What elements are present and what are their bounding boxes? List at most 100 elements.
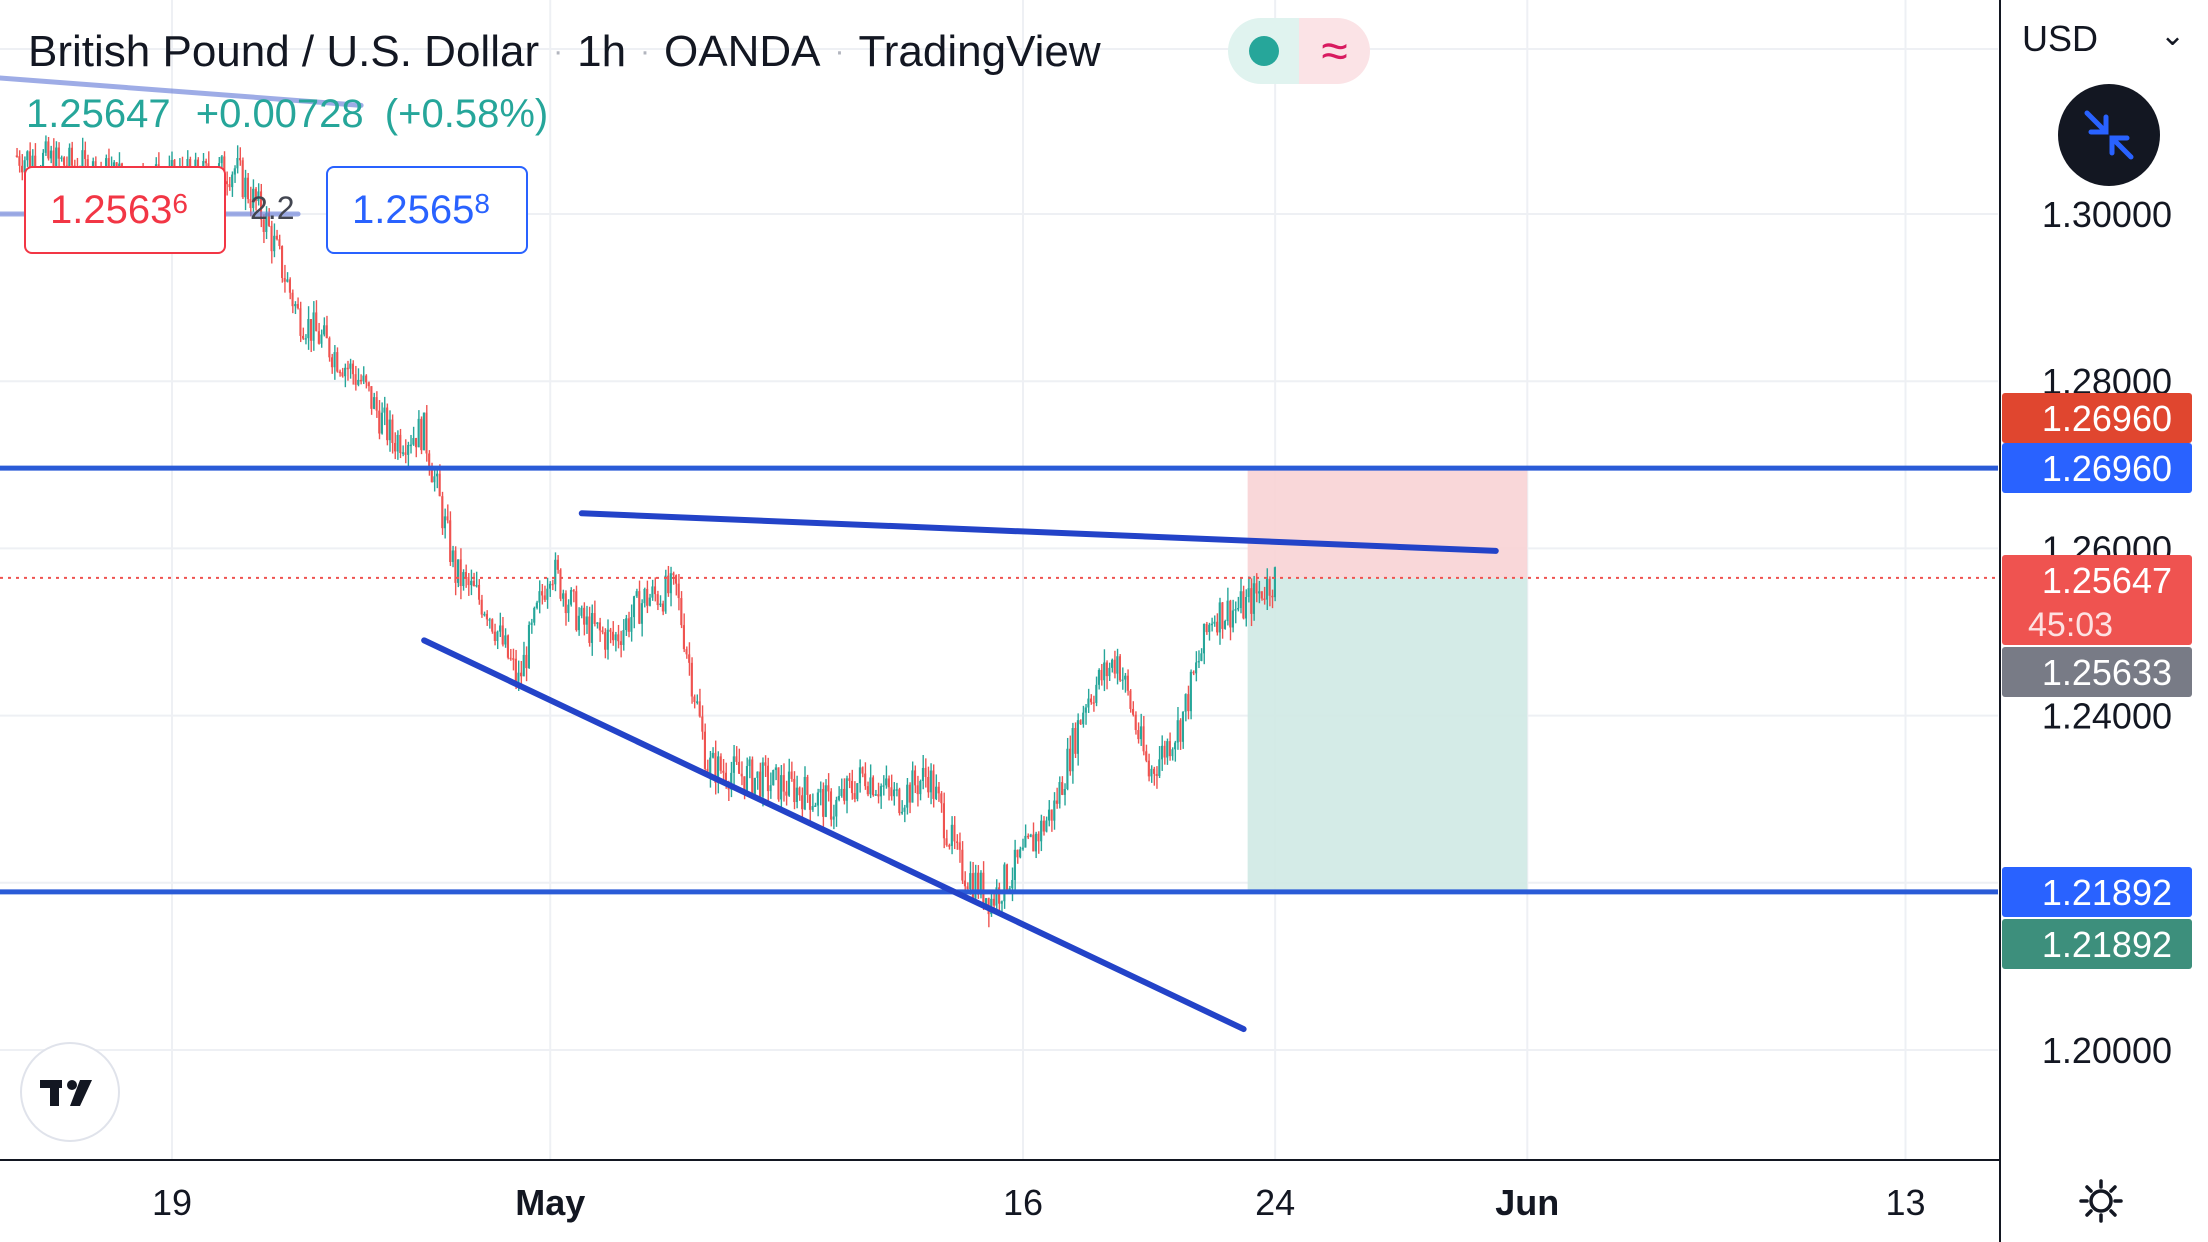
candle-body bbox=[1116, 656, 1119, 674]
candle bbox=[393, 432, 397, 460]
candle-body bbox=[906, 784, 909, 808]
candle-body bbox=[1210, 623, 1213, 626]
candle bbox=[1108, 662, 1111, 681]
candle-body bbox=[236, 157, 239, 169]
candle bbox=[414, 437, 418, 458]
candle-body bbox=[559, 569, 562, 599]
candle-body bbox=[1192, 671, 1195, 674]
price-tag: 1.26960 bbox=[2002, 393, 2192, 443]
lower-trendline bbox=[421, 637, 1247, 1033]
candle-body bbox=[850, 780, 854, 794]
source-label: TradingView bbox=[858, 27, 1101, 76]
candle-body bbox=[459, 559, 462, 587]
candle bbox=[903, 804, 906, 823]
candle bbox=[682, 613, 685, 653]
candle bbox=[921, 755, 924, 790]
candle-body bbox=[953, 824, 956, 842]
collapse-arrows-icon[interactable] bbox=[2058, 84, 2160, 186]
candle bbox=[1184, 693, 1187, 722]
candle-body bbox=[1016, 849, 1019, 858]
candle bbox=[1252, 575, 1255, 621]
wave-icon: ≈ bbox=[1299, 18, 1370, 84]
candle bbox=[822, 782, 825, 829]
candle bbox=[359, 374, 362, 385]
candle-body bbox=[312, 312, 315, 341]
candle-body bbox=[1145, 751, 1148, 761]
candle bbox=[929, 763, 932, 805]
candle-body bbox=[244, 177, 247, 198]
market-status-pill[interactable]: ≈ bbox=[1228, 18, 1370, 84]
candle bbox=[764, 755, 767, 778]
candle bbox=[380, 402, 383, 435]
candle-body bbox=[1108, 667, 1111, 677]
candle-body bbox=[843, 788, 846, 801]
candle bbox=[790, 761, 793, 782]
candle-body bbox=[651, 586, 654, 598]
candle-body bbox=[709, 757, 712, 775]
candle-body bbox=[354, 374, 357, 385]
candle bbox=[916, 775, 919, 807]
time-tick-label: 24 bbox=[1255, 1182, 1295, 1223]
candle-body bbox=[1055, 800, 1058, 804]
candle bbox=[577, 607, 580, 636]
candle bbox=[669, 566, 672, 607]
candle bbox=[1021, 838, 1024, 851]
candle-body bbox=[1147, 760, 1150, 777]
candle-body bbox=[1092, 702, 1095, 704]
candle-body bbox=[488, 619, 491, 621]
candle bbox=[333, 345, 336, 380]
candle bbox=[877, 782, 880, 804]
candle bbox=[651, 579, 654, 601]
candle bbox=[845, 775, 848, 814]
price-tag: 1.21892 bbox=[2002, 919, 2192, 969]
buy-button[interactable]: 1.2565 8 bbox=[326, 166, 528, 254]
candle bbox=[1026, 833, 1030, 840]
candle-body bbox=[514, 658, 517, 682]
sell-button[interactable]: 1.2563 6 bbox=[24, 166, 226, 254]
candle-body bbox=[1268, 578, 1271, 596]
candle-body bbox=[632, 596, 636, 618]
candle-body bbox=[643, 588, 646, 604]
candle-body bbox=[551, 583, 554, 586]
candle bbox=[927, 766, 930, 798]
candle-body bbox=[281, 246, 284, 278]
candle bbox=[441, 491, 444, 535]
candle bbox=[428, 450, 431, 476]
candle bbox=[1166, 738, 1169, 765]
candle-body bbox=[829, 791, 833, 820]
candle bbox=[614, 631, 617, 652]
candle bbox=[751, 756, 754, 796]
candle bbox=[572, 588, 575, 603]
tradingview-logo-icon[interactable] bbox=[20, 1042, 120, 1142]
price-tag-label: 1.21892 bbox=[2042, 872, 2172, 913]
currency-selector[interactable]: USD bbox=[2022, 18, 2099, 59]
candle-body bbox=[793, 778, 796, 803]
candle bbox=[323, 317, 326, 337]
symbol-name[interactable]: British Pound / U.S. Dollar bbox=[28, 27, 540, 76]
candle-body bbox=[787, 771, 791, 796]
candle-body bbox=[619, 641, 622, 645]
candle bbox=[950, 816, 953, 855]
candle-body bbox=[257, 191, 260, 202]
candle bbox=[1087, 688, 1090, 713]
gear-icon[interactable] bbox=[2076, 1176, 2126, 1231]
candle bbox=[748, 756, 751, 779]
candle-body bbox=[1137, 730, 1140, 740]
candle-body bbox=[317, 331, 320, 344]
interval-label[interactable]: 1h bbox=[577, 27, 627, 76]
candle bbox=[409, 434, 412, 454]
candle-body bbox=[580, 607, 583, 616]
candle bbox=[1155, 766, 1158, 789]
candle bbox=[1273, 566, 1276, 602]
candle-body bbox=[1174, 742, 1177, 750]
candle-body bbox=[861, 767, 864, 774]
candle bbox=[1110, 658, 1114, 673]
candle bbox=[257, 183, 260, 206]
candle bbox=[777, 767, 780, 802]
candle-body bbox=[740, 773, 743, 777]
candle-body bbox=[724, 772, 727, 785]
chevron-down-icon[interactable]: ⌄ bbox=[2160, 19, 2186, 52]
candle-body bbox=[1231, 610, 1234, 628]
candle bbox=[20, 154, 24, 181]
